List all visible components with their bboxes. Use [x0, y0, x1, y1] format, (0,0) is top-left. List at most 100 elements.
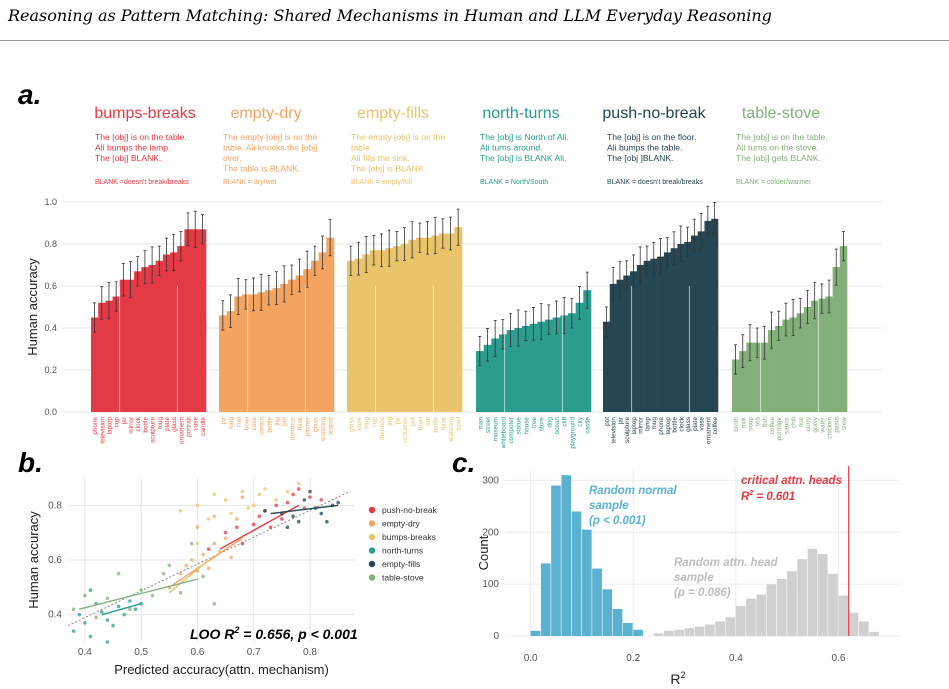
group-description-line: The [obj] is BLANK Ali.: [480, 153, 566, 163]
ytick-label-c: 300: [482, 475, 499, 486]
panel-label-a: a.: [18, 79, 41, 110]
scatter-point: [83, 621, 87, 625]
legend-label: empty-fills: [382, 559, 420, 569]
panel-label-b: b.: [18, 447, 43, 478]
category-label: jar: [394, 416, 401, 425]
scatter-point: [240, 489, 245, 494]
scatter-point: [161, 571, 166, 576]
scatter-point: [128, 599, 132, 603]
category-label: water: [819, 416, 826, 433]
scatter-point: [150, 593, 155, 598]
group-title: push-no-break: [602, 105, 706, 122]
series-fit-line: [79, 578, 198, 610]
bar: [506, 330, 515, 412]
bar: [170, 252, 178, 412]
bar: [643, 260, 651, 412]
panel-label-c: c.: [452, 447, 475, 478]
bar: [825, 296, 833, 412]
category-label: chicken: [827, 417, 834, 439]
ylabel-b: Human accuracy: [26, 511, 41, 609]
bar: [545, 319, 553, 412]
hist-series-random-attn-head-sample: [653, 548, 879, 636]
bar: [499, 334, 507, 412]
legend-label: bumps-breaks: [382, 532, 436, 542]
group-title: north-turns: [482, 105, 559, 122]
category-label: sauce: [783, 417, 790, 434]
bar: [134, 271, 142, 412]
normal-sample-label: (p < 0.001): [589, 515, 646, 527]
bar: [303, 269, 312, 412]
scatter-point: [111, 623, 115, 628]
category-label: ornament: [178, 417, 185, 444]
bar: [347, 260, 355, 412]
group-push-no-break: push-no-break The [obj] is on the floor.A…: [602, 105, 719, 444]
group-title: empty-fills: [357, 105, 429, 122]
scatter-point: [190, 558, 194, 562]
category-label: candle: [200, 417, 207, 436]
bar: [522, 325, 530, 412]
bar: [242, 294, 250, 412]
scatter-point: [240, 541, 245, 546]
group-description-line: The [obj] is North of Ali.: [480, 132, 569, 142]
group-blank-label: BLANK =doesn't break/breaks: [95, 179, 189, 186]
category-label: bottle: [142, 417, 149, 433]
hist-bar: [622, 623, 633, 636]
category-label: cup: [371, 417, 378, 428]
bar: [684, 241, 692, 412]
xtick-label-c: 0.4: [729, 653, 743, 664]
group-description-line: Ali bumps the table.: [607, 143, 682, 153]
scatter-point: [285, 500, 290, 505]
xlabel-b: Predicted accuracy(attn. mechanism): [114, 662, 329, 677]
bar: [280, 283, 289, 412]
ytick-label-a: 0.6: [44, 281, 57, 291]
scatter-point: [336, 500, 340, 505]
hist-bar: [551, 485, 561, 636]
xtick-label-b: 0.4: [78, 647, 92, 658]
bar: [219, 315, 227, 412]
group-description-line: The [obj] is on the table.: [736, 132, 828, 142]
series-fit-line: [270, 504, 339, 515]
bar: [732, 359, 740, 412]
group-description-line: The empty [obj] is on the: [223, 132, 317, 142]
bar: [560, 315, 569, 412]
bar: [98, 302, 106, 412]
legend-label: push-no-break: [382, 505, 438, 515]
category-label: vase: [251, 417, 258, 431]
bar: [609, 283, 617, 412]
category-label: flask: [440, 416, 447, 430]
category-label: milk: [740, 416, 747, 428]
hist-bar: [664, 630, 674, 636]
category-label: broth: [733, 417, 740, 432]
bar: [677, 244, 685, 412]
bar: [650, 258, 658, 412]
scatter-point: [71, 629, 76, 633]
bar: [514, 328, 523, 412]
group-empty-fills: empty-fills The empty [obj] is on thetabl…: [347, 105, 463, 443]
scatter-point: [274, 498, 279, 502]
scatter-point: [302, 498, 307, 502]
bar: [416, 237, 424, 412]
category-label: plate: [692, 417, 699, 431]
ytick-label-a: 1.0: [44, 197, 57, 207]
category-label: thermos: [289, 417, 296, 440]
hist-bar: [633, 629, 643, 636]
ytick-label-c: 0: [493, 631, 499, 642]
scatter-point: [94, 615, 98, 620]
bar: [311, 260, 319, 412]
category-label: glass: [171, 417, 178, 432]
category-label: clock: [678, 416, 685, 431]
group-description-line: Ali bumps the lamp.: [95, 143, 170, 153]
attn-sample-label: (p = 0.086): [674, 587, 731, 599]
scatter-point: [251, 503, 256, 508]
category-label: cliff: [562, 417, 569, 427]
ytick-label-c: 100: [482, 579, 499, 590]
bar: [184, 229, 192, 412]
category-label: mug: [157, 417, 164, 430]
category-label: mug: [228, 417, 235, 430]
scatter-point: [99, 610, 104, 614]
normal-sample-label: sample: [589, 500, 629, 512]
scatter-point: [263, 509, 267, 513]
scatter-point: [223, 498, 228, 502]
scatter-point: [223, 530, 228, 535]
